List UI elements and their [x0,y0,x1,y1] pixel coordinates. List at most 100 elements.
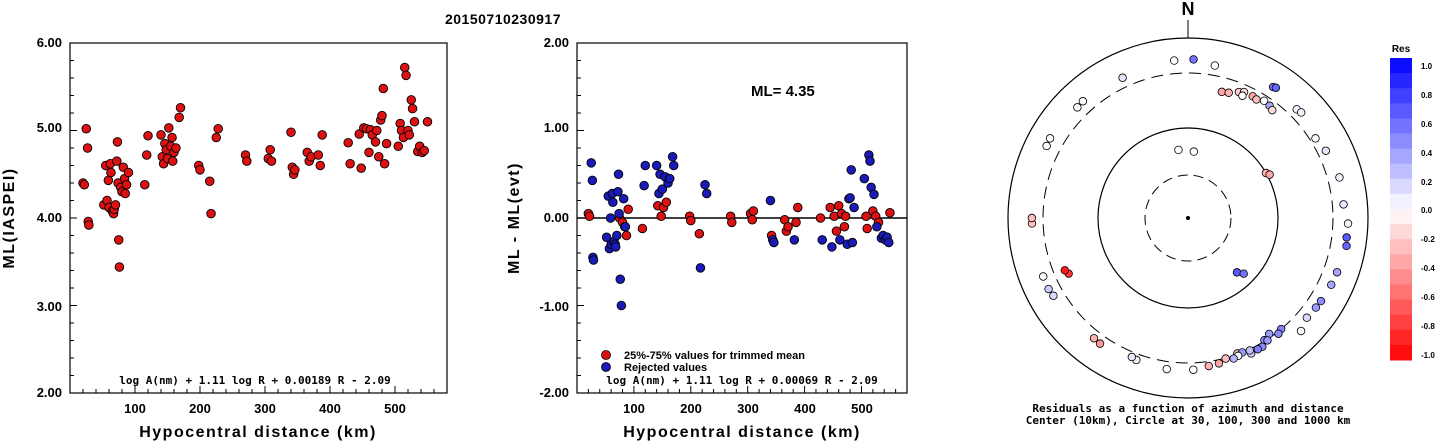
station-marker [1221,354,1230,363]
data-point [601,232,612,242]
data-point [765,195,776,206]
station-marker [1327,280,1336,289]
north-label: N [1182,0,1195,19]
data-point [379,158,390,169]
data-point [171,143,181,153]
station-marker [1042,141,1051,151]
data-point [613,186,623,197]
data-point [195,165,205,175]
colorbar-swatch [1390,133,1412,150]
data-point [869,189,879,200]
colorbar-label: 1.0 [1421,62,1433,71]
x-tick-label: 100 [623,401,645,416]
station-marker [1335,173,1344,182]
station-marker [1049,291,1058,300]
points-layer [583,150,895,311]
station-marker [1321,146,1331,155]
station-marker [1210,61,1220,70]
data-point [835,235,845,245]
colorbar-swatch [1390,254,1412,270]
legend-label-rejected: Rejected values [624,362,707,374]
x-tick-label: 300 [737,401,759,416]
data-point [686,215,696,226]
data-point [865,156,875,166]
data-point [610,242,621,252]
panel-magnitude-vs-distance: 6.00 5.00 4.00 3.00 2.00 100 200 300 400… [1,35,448,441]
station-marker [1189,55,1198,64]
colorbar-title: Res [1392,44,1411,55]
data-point [727,217,737,228]
x-tick-label: 100 [124,401,146,416]
ring-100km [1097,127,1279,309]
y-tick-label: 2.00 [544,35,569,50]
epicenter-marker [1186,216,1190,220]
y-tick-label: 2.00 [37,385,62,400]
data-point [618,193,629,204]
data-point [833,200,844,211]
data-point [664,173,675,184]
data-point [139,179,150,190]
colorbar-swatch [1390,163,1412,180]
data-point [656,211,666,221]
residual-colorbar: Res 1.0 0.8 0.6 0.4 0.2 0.0 -0.2 -0.4 -0… [1390,44,1435,361]
y-axis-label: ML - ML(evt) [506,162,523,274]
data-point [106,167,116,178]
panel-residual-vs-distance: 2.00 1.00 0.00 -1.00 -2.00 100 200 300 4… [506,35,908,441]
x-tick-label: 300 [254,401,276,416]
data-point [700,179,710,190]
figure-title: 20150710230917 [445,11,561,27]
data-point [266,156,277,166]
legend-marker-rejected [601,362,611,372]
colorbar-swatch [1390,239,1412,255]
colorbar-label: -0.2 [1421,235,1435,244]
data-point [167,156,178,166]
station-marker [1239,269,1248,278]
colorbar-swatch [1390,193,1412,210]
data-point [614,208,624,219]
station-marker [1045,134,1055,143]
data-point [290,165,300,175]
data-point [206,208,216,219]
colorbar-label: -0.6 [1421,293,1435,302]
x-tick-label: 400 [319,401,341,416]
data-point [156,130,166,140]
station-marker [1252,95,1261,104]
data-point [668,160,679,171]
station-marker [1271,83,1281,92]
colorbar-swatch [1390,314,1412,331]
colorbar-swatch [1390,224,1412,240]
station-marker [1162,364,1171,374]
legend-label-accepted: 25%-75% values for trimmed mean [624,350,805,362]
plot-frame [69,42,448,394]
data-point [639,180,649,191]
colorbar-label: 0.6 [1421,120,1433,129]
colorbar-swatch [1390,103,1412,119]
station-marker [1060,266,1070,275]
data-point [213,123,223,134]
data-point [695,263,706,273]
colorbar-swatch [1390,209,1412,225]
station-marker [1174,145,1183,155]
data-point [317,130,327,140]
data-point [620,221,631,232]
data-point [356,163,366,173]
panel-azimuth-residuals: N Residuals as a function of azimuth and… [1007,0,1369,427]
data-point [112,156,122,166]
colorbar-swatches [1390,58,1412,361]
data-point [343,137,353,148]
data-point [381,138,392,149]
data-point [167,132,177,143]
station-marker [1268,105,1277,115]
data-point [846,165,856,175]
station-marker [1089,334,1099,343]
y-tick-label: -1.00 [539,299,569,314]
station-marker [1274,329,1283,338]
station-marker [1118,73,1127,82]
station-marker [1229,354,1238,363]
data-point [401,70,411,81]
data-point [791,217,801,228]
data-point [587,175,598,186]
tick-marks [577,42,897,394]
data-point [859,173,870,184]
data-point [164,123,174,133]
